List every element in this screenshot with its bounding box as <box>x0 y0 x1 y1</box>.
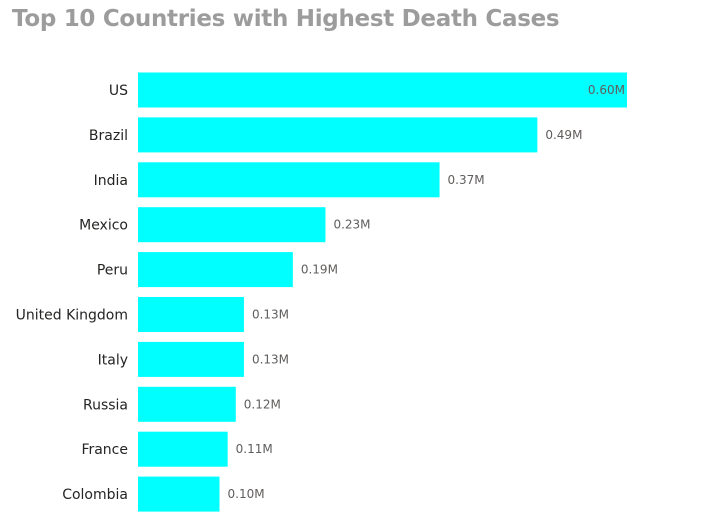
category-label: Italy <box>98 352 128 368</box>
data-label: 0.13M <box>252 352 289 366</box>
bar-india[interactable] <box>138 162 440 198</box>
data-label: 0.11M <box>236 442 273 456</box>
data-label: 0.37M <box>448 173 485 187</box>
data-label: 0.49M <box>545 128 582 142</box>
data-label: 0.10M <box>228 487 265 501</box>
category-label: France <box>81 442 128 458</box>
category-label: Peru <box>97 263 128 279</box>
bar-brazil[interactable] <box>138 117 538 153</box>
category-label: Colombia <box>62 487 128 503</box>
category-label: Mexico <box>79 218 128 234</box>
bar-mexico[interactable] <box>138 207 326 243</box>
data-label: 0.60M <box>588 83 625 97</box>
chart-title: Top 10 Countries with Highest Death Case… <box>12 6 560 32</box>
data-label: 0.23M <box>333 218 370 232</box>
bar-france[interactable] <box>138 431 228 467</box>
category-label: Brazil <box>89 128 128 144</box>
data-label: 0.13M <box>252 308 289 322</box>
bar-united-kingdom[interactable] <box>138 297 244 332</box>
category-label: United Kingdom <box>16 308 128 324</box>
bar-peru[interactable] <box>138 252 293 288</box>
data-label: 0.12M <box>244 397 281 411</box>
bar-colombia[interactable] <box>138 476 220 512</box>
category-label: US <box>109 83 128 99</box>
bar-italy[interactable] <box>138 341 244 377</box>
bar-us[interactable] <box>138 72 627 108</box>
data-label: 0.19M <box>301 263 338 277</box>
category-label: Russia <box>83 397 128 413</box>
category-label: India <box>94 173 128 189</box>
bar-russia[interactable] <box>138 386 236 422</box>
